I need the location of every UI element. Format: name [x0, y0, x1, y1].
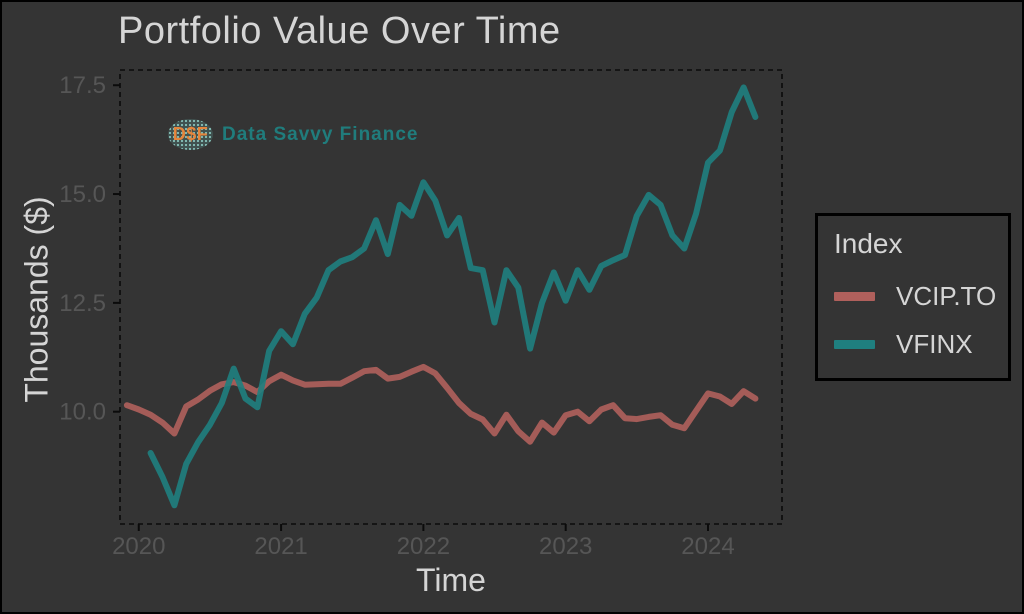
- legend-label: VFINX: [896, 328, 973, 359]
- y-tick-label: 10.0: [59, 399, 106, 426]
- x-tick-label: 2024: [681, 533, 734, 560]
- x-tick-label: 2020: [112, 533, 165, 560]
- chart-title: Portfolio Value Over Time: [118, 10, 561, 52]
- x-tick-label: 2021: [254, 533, 307, 560]
- legend-label: VCIP.TO: [896, 280, 997, 311]
- y-tick-label: 17.5: [59, 72, 106, 99]
- legend-item: VCIP.TO: [834, 272, 1008, 320]
- series-line-vfinx: [147, 84, 759, 509]
- watermark: D$F Data Savvy Finance: [168, 119, 418, 150]
- watermark-brand-text: Data Savvy Finance: [222, 123, 419, 145]
- legend-swatch: [834, 339, 875, 349]
- legend-title: Index: [834, 228, 903, 259]
- dsf-logo-text: D$F: [172, 124, 209, 144]
- legend-rows: VCIP.TO VFINX: [834, 272, 1008, 368]
- y-tick-label: 15.0: [59, 181, 106, 208]
- legend-item: VFINX: [834, 320, 1008, 368]
- dsf-logo-ellipse: D$F: [168, 119, 213, 150]
- y-axis-title: Thousands ($): [18, 196, 55, 403]
- legend-swatch: [834, 291, 875, 301]
- y-tick-label: 12.5: [59, 290, 106, 317]
- x-tick-label: 2022: [397, 533, 450, 560]
- legend: Index VCIP.TO VFINX: [815, 213, 1011, 381]
- x-tick-label: 2023: [539, 533, 592, 560]
- panel-border: [119, 69, 783, 525]
- x-axis-title: Time: [416, 562, 486, 598]
